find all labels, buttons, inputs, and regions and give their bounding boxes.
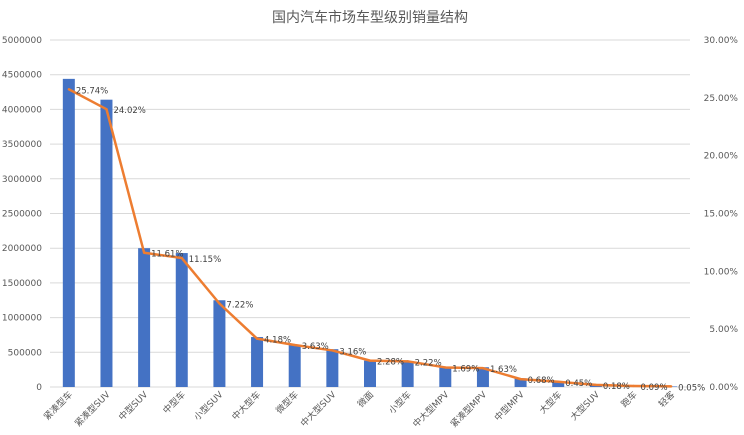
x-tick-label: 小型车 xyxy=(386,389,414,417)
line-point xyxy=(368,359,372,362)
right-tick-label: 10.00% xyxy=(704,267,739,277)
data-label: 0.18% xyxy=(603,382,630,392)
data-label: 24.02% xyxy=(113,106,145,116)
x-tick-label: 紧凑型SUV xyxy=(72,388,113,429)
data-label: 11.61% xyxy=(151,250,183,260)
data-label: 3.63% xyxy=(302,342,329,352)
x-tick-label: 紧凑型车 xyxy=(41,389,75,423)
right-tick-label: 30.00% xyxy=(704,36,739,46)
left-tick-label: 2500000 xyxy=(2,210,42,220)
left-tick-label: 500000 xyxy=(8,348,43,358)
left-tick-label: 3500000 xyxy=(2,140,42,150)
x-tick-label: 小型SUV xyxy=(192,389,226,423)
x-tick-label: 紧凑型MPV xyxy=(448,388,490,430)
right-tick-label: 25.00% xyxy=(704,94,739,104)
x-tick-label: 中型MPV xyxy=(492,388,527,423)
bar xyxy=(288,344,301,387)
chart-title: 国内汽车市场车型级别销量结构 xyxy=(272,9,468,26)
x-tick-label: 中大型MPV xyxy=(410,388,452,430)
line-point xyxy=(293,343,296,347)
right-axis-ticks: 0.00% 5.00% 10.00% 15.00% 20.00% 25.00% 30.00% xyxy=(704,36,739,393)
data-label: 11.15% xyxy=(189,255,221,265)
data-label: 1.69% xyxy=(452,364,479,374)
line-point xyxy=(632,384,635,388)
data-label: 1.63% xyxy=(490,365,517,375)
bar xyxy=(213,300,226,387)
left-tick-label: 0 xyxy=(36,383,42,393)
line-point xyxy=(669,385,673,388)
right-tick-label: 0.00% xyxy=(709,383,738,393)
data-label: 2.28% xyxy=(377,358,404,368)
line-point xyxy=(142,251,146,254)
left-tick-label: 1500000 xyxy=(2,279,42,289)
line-point xyxy=(406,360,409,363)
bar xyxy=(138,248,151,387)
line-point xyxy=(444,366,447,369)
line-point xyxy=(67,88,71,91)
line-point xyxy=(557,380,560,383)
bar xyxy=(401,360,414,387)
left-tick-label: 4500000 xyxy=(2,71,42,81)
left-axis-ticks: 0 500000 1000000 1500000 2000000 2500000 30000… xyxy=(2,36,42,393)
x-tick-label: 微型车 xyxy=(273,389,301,417)
data-labels: 25.74% 24.02% 11.61% 11.15% 7.22% 4.18% 3.63% 3… xyxy=(76,86,705,393)
data-label: 4.18% xyxy=(264,336,291,346)
bar-series xyxy=(62,78,678,388)
x-tick-label: 中型车 xyxy=(160,389,188,417)
data-label: 0.05% xyxy=(678,383,705,393)
left-tick-label: 3000000 xyxy=(2,175,42,185)
bar xyxy=(62,78,75,387)
share-line xyxy=(68,88,672,388)
bar xyxy=(326,349,339,387)
gridlines xyxy=(50,39,690,388)
data-label: 0.45% xyxy=(565,379,592,389)
x-tick-label: 大型SUV xyxy=(568,388,603,423)
data-label: 2.22% xyxy=(415,358,442,368)
line-point xyxy=(331,349,334,352)
left-tick-label: 1000000 xyxy=(2,314,42,324)
right-tick-label: 5.00% xyxy=(709,325,738,335)
x-tick-label: 大型车 xyxy=(537,389,565,417)
left-tick-label: 5000000 xyxy=(2,36,42,46)
line-series xyxy=(67,88,673,388)
line-point xyxy=(255,337,259,340)
data-label: 0.09% xyxy=(641,383,668,393)
bar xyxy=(476,367,489,387)
left-tick-label: 2000000 xyxy=(2,244,42,254)
bar xyxy=(251,337,264,387)
data-label: 25.74% xyxy=(76,86,108,96)
line-point xyxy=(519,377,522,381)
x-tick-label: 微面 xyxy=(355,389,376,410)
line-point xyxy=(481,366,485,370)
bar xyxy=(175,253,188,387)
bar xyxy=(100,99,113,388)
line-point xyxy=(594,383,598,387)
line-point xyxy=(180,256,183,260)
data-label: 3.16% xyxy=(339,347,366,357)
x-tick-label: 中型SUV xyxy=(116,388,151,423)
right-tick-label: 15.00% xyxy=(704,210,739,220)
line-point xyxy=(105,107,108,111)
x-tick-label: 中大型SUV xyxy=(298,388,339,429)
left-tick-label: 4000000 xyxy=(2,105,42,115)
line-point xyxy=(218,302,221,305)
bar xyxy=(514,378,527,387)
data-label: 7.22% xyxy=(226,300,253,310)
bar xyxy=(439,366,452,387)
right-tick-label: 20.00% xyxy=(704,152,739,162)
bar xyxy=(364,360,376,387)
bar xyxy=(552,381,565,387)
data-label: 0.68% xyxy=(528,376,555,386)
x-tick-label: 中大型车 xyxy=(229,389,263,423)
